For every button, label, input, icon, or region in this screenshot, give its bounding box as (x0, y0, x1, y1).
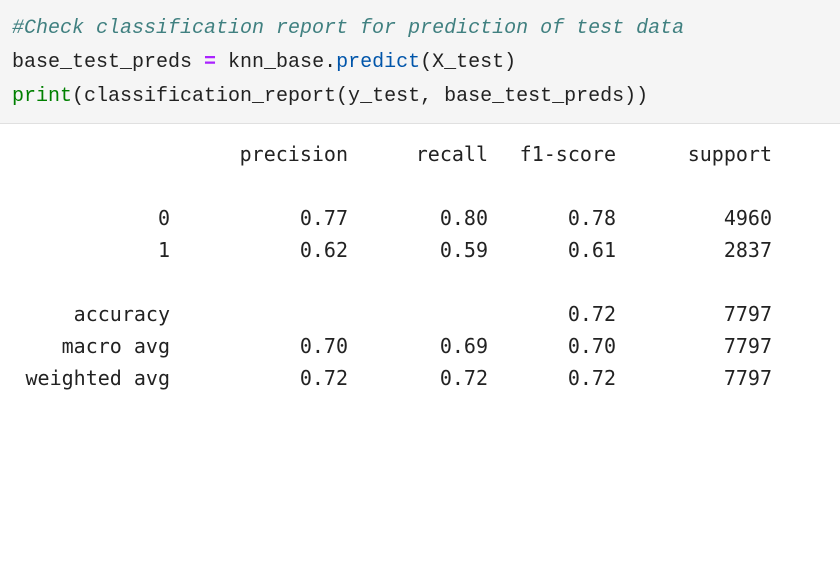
report-header-row: precision recall f1-score support (12, 138, 772, 170)
report-row-precision: 0.72 (299, 366, 348, 390)
report-row-support: 2837 (723, 238, 772, 262)
report-row-support: 7797 (723, 366, 772, 390)
report-row-label: accuracy (73, 302, 170, 326)
code-builtin-print: print (12, 85, 73, 108)
code-line-predict: base_test_preds = knn_base.predict(X_tes… (12, 46, 684, 80)
report-row-recall: 0.72 (439, 366, 488, 390)
report-row-label: 1 (157, 238, 170, 262)
report-spacer (12, 266, 84, 298)
report-row-support: 7797 (723, 302, 772, 326)
code-object: knn_base. (216, 51, 337, 74)
report-row-precision: 0.70 (299, 334, 348, 358)
report-header-recall: recall (415, 142, 488, 166)
code-assign-target: base_test_preds (12, 51, 205, 74)
report-row-precision: 0.62 (299, 238, 348, 262)
cell-output: precision recall f1-score support 0 0.77… (0, 124, 840, 426)
report-row-precision: 0.77 (299, 206, 348, 230)
code-print-args: (classification_report(y_test, base_test… (72, 85, 649, 108)
code-comment: #Check classification report for predict… (12, 17, 685, 40)
report-row-label: macro avg (61, 334, 170, 358)
report-row-recall: 0.59 (439, 238, 488, 262)
code-line-comment: #Check classification report for predict… (12, 12, 684, 46)
report-row-class-1: 1 0.62 0.59 0.61 2837 (12, 234, 772, 266)
report-header-precision: precision (239, 142, 348, 166)
report-row-accuracy: accuracy 0.72 7797 (12, 298, 772, 330)
classification-report: precision recall f1-score support 0 0.77… (12, 138, 773, 394)
report-row-support: 7797 (723, 334, 772, 358)
code-method: predict (336, 51, 421, 74)
report-row-support: 4960 (723, 206, 772, 230)
code-cell-input[interactable]: #Check classification report for predict… (0, 0, 840, 124)
report-row-f1: 0.72 (567, 366, 616, 390)
report-row-label: weighted avg (25, 366, 171, 390)
report-row-label: 0 (157, 206, 170, 230)
report-row-f1: 0.72 (567, 302, 616, 326)
code-args: (X_test) (420, 51, 517, 74)
report-row-class-0: 0 0.77 0.80 0.78 4960 (12, 202, 772, 234)
code-editor[interactable]: #Check classification report for predict… (12, 12, 684, 114)
report-row-f1: 0.61 (567, 238, 616, 262)
report-row-f1: 0.78 (567, 206, 616, 230)
report-row-weighted-avg: weighted avg 0.72 0.72 0.72 7797 (12, 362, 773, 394)
report-header-f1: f1-score (519, 142, 616, 166)
code-line-print: print(classification_report(y_test, base… (12, 80, 684, 114)
report-spacer (12, 170, 84, 202)
report-header-support: support (687, 142, 772, 166)
code-assign-operator: = (204, 51, 217, 74)
report-row-recall: 0.80 (439, 206, 488, 230)
report-row-f1: 0.70 (567, 334, 616, 358)
report-row-macro-avg: macro avg 0.70 0.69 0.70 7797 (12, 330, 772, 362)
report-row-recall: 0.69 (439, 334, 488, 358)
